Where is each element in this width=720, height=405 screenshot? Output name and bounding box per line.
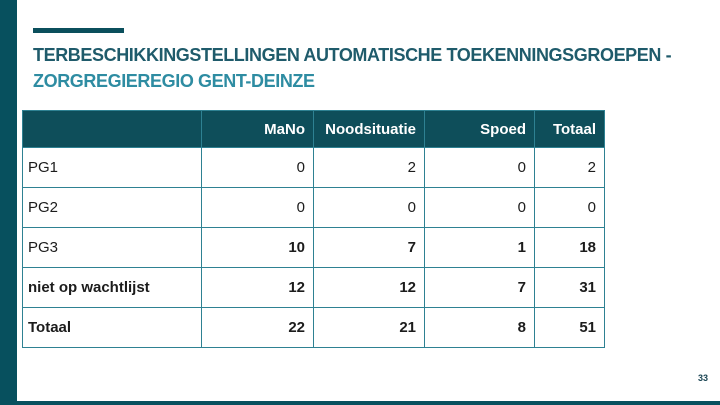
row-label: PG3 — [22, 227, 202, 268]
cell-value: 8 — [424, 307, 535, 348]
cell-value: 2 — [534, 147, 605, 188]
left-edge-accent-bar — [0, 0, 17, 405]
table-header-row: MaNo Noodsituatie Spoed Totaal — [22, 110, 605, 148]
table-row-totaal: Totaal 22 21 8 51 — [22, 307, 605, 348]
table-header-empty — [22, 110, 202, 148]
allocation-table: MaNo Noodsituatie Spoed Totaal PG1 0 2 0… — [22, 110, 605, 348]
table-row-pg1: PG1 0 2 0 2 — [22, 147, 605, 188]
cell-value: 21 — [313, 307, 425, 348]
cell-value: 0 — [534, 187, 605, 228]
row-label: Totaal — [22, 307, 202, 348]
row-label: niet op wachtlijst — [22, 267, 202, 308]
cell-value: 12 — [313, 267, 425, 308]
table-row-pg3: PG3 10 7 1 18 — [22, 227, 605, 268]
table-header-noodsituatie: Noodsituatie — [313, 110, 425, 148]
cell-value: 51 — [534, 307, 605, 348]
cell-value: 0 — [313, 187, 425, 228]
row-label: PG2 — [22, 187, 202, 228]
page-number: 33 — [697, 373, 708, 383]
cell-value: 7 — [424, 267, 535, 308]
cell-value: 1 — [424, 227, 535, 268]
slide-title-line1: TERBESCHIKKINGSTELLINGEN AUTOMATISCHE TO… — [33, 45, 672, 65]
title-accent-bar — [33, 28, 124, 33]
table-header-mano: MaNo — [201, 110, 314, 148]
cell-value: 0 — [201, 147, 314, 188]
cell-value: 2 — [313, 147, 425, 188]
cell-value: 0 — [424, 187, 535, 228]
cell-value: 7 — [313, 227, 425, 268]
cell-value: 0 — [201, 187, 314, 228]
cell-value: 22 — [201, 307, 314, 348]
table-header-spoed: Spoed — [424, 110, 535, 148]
bottom-edge-accent-bar — [0, 401, 720, 405]
row-label: PG1 — [22, 147, 202, 188]
slide-title: TERBESCHIKKINGSTELLINGEN AUTOMATISCHE TO… — [33, 42, 693, 94]
cell-value: 10 — [201, 227, 314, 268]
table-header-totaal: Totaal — [534, 110, 605, 148]
cell-value: 18 — [534, 227, 605, 268]
table-row-pg2: PG2 0 0 0 0 — [22, 187, 605, 228]
cell-value: 12 — [201, 267, 314, 308]
cell-value: 31 — [534, 267, 605, 308]
slide-title-line2: ZORGREGIEREGIO GENT-DEINZE — [33, 71, 315, 91]
cell-value: 0 — [424, 147, 535, 188]
table-row-niet-op-wachtlijst: niet op wachtlijst 12 12 7 31 — [22, 267, 605, 308]
